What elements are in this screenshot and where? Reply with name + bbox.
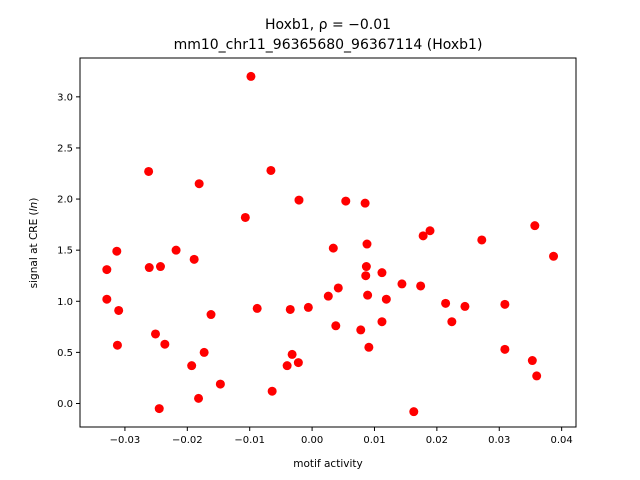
data-point [144, 166, 154, 176]
data-point [328, 243, 338, 253]
data-point [527, 356, 537, 366]
y-tick-label: 3.0 [57, 92, 73, 103]
y-tick-label: 1.0 [57, 297, 73, 308]
data-point [102, 265, 112, 275]
y-tick-label: 0.5 [57, 348, 73, 359]
x-axis-label: motif activity [293, 458, 362, 470]
axes-frame [79, 57, 577, 428]
data-point [199, 347, 209, 357]
data-point [360, 198, 370, 208]
data-point [246, 71, 256, 81]
data-point [500, 344, 510, 354]
y-axis: 0.0 0.5 1.0 1.5 2.0 2.5 3.0 [57, 92, 80, 410]
x-tick-label: 0.04 [551, 435, 573, 446]
data-point [293, 358, 303, 368]
data-point [112, 340, 122, 350]
data-point [377, 268, 387, 278]
data-point [341, 196, 351, 206]
x-axis: −0.03 −0.02 −0.01 0.00 0.01 0.02 0.03 0.04 [110, 427, 573, 446]
data-points [102, 71, 559, 417]
data-point [252, 303, 262, 313]
y-tick-label: 2.5 [57, 143, 73, 154]
data-point [240, 212, 250, 222]
data-point [282, 361, 292, 371]
data-point [294, 195, 304, 205]
data-point [361, 271, 371, 281]
data-point [460, 301, 470, 311]
x-tick-label: 0.02 [426, 435, 448, 446]
y-tick-label: 1.5 [57, 246, 73, 257]
data-point [381, 294, 391, 304]
data-point [425, 226, 435, 236]
data-point [333, 283, 343, 293]
data-point [189, 254, 199, 264]
data-point [416, 281, 426, 291]
x-tick-label: −0.03 [110, 435, 141, 446]
x-tick-label: 0.00 [301, 435, 323, 446]
y-tick-label: 0.0 [57, 399, 73, 410]
data-point [549, 251, 559, 261]
data-point [397, 279, 407, 289]
x-tick-label: −0.02 [172, 435, 203, 446]
data-point [187, 361, 197, 371]
data-point [530, 221, 540, 231]
data-point [287, 349, 297, 359]
data-point [361, 262, 371, 272]
data-point [500, 299, 510, 309]
data-point [144, 263, 154, 273]
data-point [323, 291, 333, 301]
data-point [160, 339, 170, 349]
data-point [532, 371, 542, 381]
data-point [267, 386, 277, 396]
chart-subtitle: mm10_chr11_96365680_96367114 (Hoxb1) [174, 37, 483, 53]
data-point [194, 393, 204, 403]
data-point [356, 325, 366, 335]
chart-title: Hoxb1, ρ = −0.01 [265, 17, 391, 33]
data-point [362, 239, 372, 249]
data-point [418, 231, 428, 241]
data-point [171, 245, 181, 255]
data-point [215, 379, 225, 389]
data-point [303, 302, 313, 312]
x-tick-label: −0.01 [234, 435, 265, 446]
data-point [285, 304, 295, 314]
data-point [409, 407, 419, 417]
data-point [441, 298, 451, 308]
data-point [377, 317, 387, 327]
data-point [363, 290, 373, 300]
data-point [364, 342, 374, 352]
data-point [447, 317, 457, 327]
x-tick-label: 0.03 [488, 435, 510, 446]
data-point [102, 294, 112, 304]
data-point [331, 321, 341, 331]
y-axis-label: signal at CRE (ln) [28, 198, 40, 289]
data-point [112, 246, 122, 256]
data-point [206, 310, 216, 320]
data-point [150, 329, 160, 339]
data-point [477, 235, 487, 245]
data-point [154, 404, 164, 414]
x-tick-label: 0.01 [363, 435, 385, 446]
data-point [194, 179, 204, 189]
data-point [114, 305, 124, 315]
data-point [266, 165, 276, 175]
data-point [155, 262, 165, 272]
y-tick-label: 2.0 [57, 195, 73, 206]
